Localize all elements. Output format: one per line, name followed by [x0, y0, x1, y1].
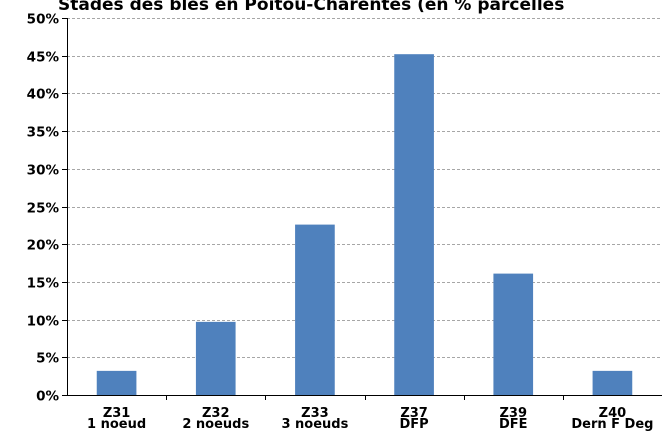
x-tick-label: Z37 [400, 406, 428, 421]
y-tick-label: 10% [27, 314, 60, 330]
x-tick-label: Dern F Deg [571, 417, 653, 432]
y-tick-label: 25% [27, 201, 60, 217]
x-tick-label: Z33 [301, 406, 329, 421]
y-tick-label: 40% [27, 87, 60, 103]
x-tick-label: DFE [499, 417, 528, 432]
x-tick-label: Z31 [103, 406, 131, 421]
x-tick-label: Z39 [499, 406, 527, 421]
x-tick-label: DFP [399, 417, 428, 432]
y-tick-label: 50% [27, 12, 60, 28]
y-tick-label: 30% [27, 163, 60, 179]
bar [195, 321, 236, 395]
x-tick-label: Z32 [202, 406, 230, 421]
x-tick-label: 2 noeuds [182, 417, 249, 432]
y-tick-label: 45% [27, 50, 60, 66]
bar [295, 224, 335, 395]
y-tick-label: 5% [36, 351, 59, 367]
chart-title: Stades des blés en Poitou-Charentes (en … [58, 0, 565, 15]
bar [493, 273, 534, 395]
y-tick-label: 20% [27, 238, 60, 254]
x-tick-label: 3 noeuds [281, 417, 348, 432]
y-tick-label: 0% [36, 389, 59, 405]
bar [592, 370, 633, 395]
bar [394, 54, 434, 395]
x-tick-label: 1 noeud [87, 417, 146, 432]
bar [96, 370, 137, 395]
y-tick-label: 15% [27, 276, 60, 292]
x-tick-label: Z40 [599, 406, 627, 421]
y-tick-label: 35% [27, 125, 60, 141]
